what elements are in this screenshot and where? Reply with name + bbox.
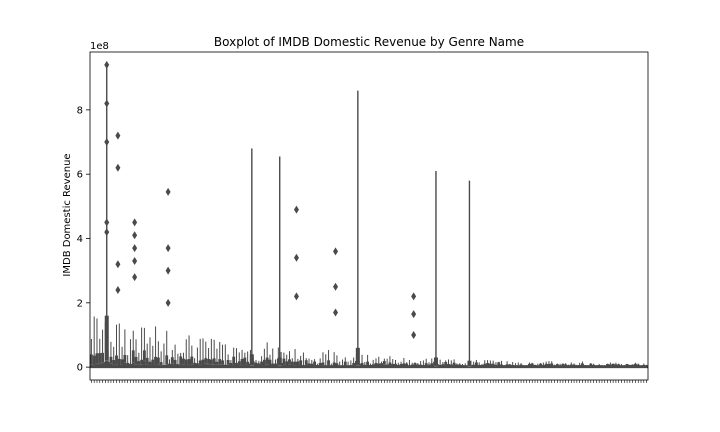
outlier-marker bbox=[115, 163, 121, 172]
box bbox=[98, 353, 102, 367]
outlier-marker bbox=[333, 308, 339, 317]
tall-box bbox=[249, 354, 254, 368]
outlier-marker bbox=[293, 253, 299, 262]
y-offset-label: 1e8 bbox=[90, 41, 109, 52]
tall-box bbox=[277, 357, 282, 368]
box bbox=[265, 357, 269, 367]
outlier-points bbox=[104, 60, 417, 339]
box bbox=[101, 352, 104, 367]
tall-box bbox=[433, 357, 438, 368]
box bbox=[156, 357, 160, 367]
outlier-marker bbox=[293, 292, 299, 301]
box bbox=[170, 357, 174, 367]
outlier-marker bbox=[411, 330, 417, 339]
outlier-marker bbox=[132, 244, 138, 253]
outlier-marker bbox=[165, 244, 171, 253]
tall-boxes bbox=[104, 64, 472, 368]
y-axis-label: IMDB Domestic Revenue bbox=[62, 153, 73, 276]
outlier-marker bbox=[104, 138, 110, 147]
box bbox=[95, 353, 99, 367]
tall-box bbox=[467, 360, 472, 368]
box bbox=[123, 354, 127, 367]
y-tick-label: 2 bbox=[77, 298, 83, 309]
box-series bbox=[89, 316, 649, 369]
tall-box bbox=[355, 347, 360, 368]
outlier-marker bbox=[333, 247, 339, 256]
outlier-marker bbox=[165, 298, 171, 307]
box bbox=[131, 350, 135, 367]
outlier-marker bbox=[411, 310, 417, 319]
outlier-marker bbox=[115, 285, 121, 294]
outlier-marker bbox=[104, 60, 110, 69]
outlier-marker bbox=[115, 260, 121, 269]
x-axis-ticks bbox=[91, 380, 647, 383]
box bbox=[212, 358, 216, 367]
y-tick-label: 6 bbox=[77, 170, 83, 181]
tall-box bbox=[104, 315, 109, 368]
outlier-marker bbox=[293, 205, 299, 214]
outlier-marker bbox=[104, 228, 110, 237]
box bbox=[204, 358, 208, 367]
box bbox=[207, 359, 210, 367]
outlier-marker bbox=[411, 292, 417, 301]
outlier-marker bbox=[104, 218, 110, 227]
y-axis-ticks: 0 2 4 6 8 bbox=[77, 105, 90, 374]
box bbox=[232, 356, 236, 367]
outlier-marker bbox=[132, 231, 138, 240]
y-tick-label: 8 bbox=[77, 105, 83, 116]
baseline-band bbox=[90, 365, 648, 369]
outlier-marker bbox=[104, 99, 110, 108]
y-tick-label: 4 bbox=[77, 234, 83, 245]
outlier-marker bbox=[333, 282, 339, 291]
chart-title: Boxplot of IMDB Domestic Revenue by Genr… bbox=[214, 35, 524, 49]
box bbox=[134, 356, 138, 367]
outlier-marker bbox=[132, 257, 138, 266]
y-tick-label: 0 bbox=[77, 363, 83, 374]
outlier-marker bbox=[165, 266, 171, 275]
box bbox=[142, 350, 146, 366]
outlier-marker bbox=[132, 273, 138, 282]
plot-frame bbox=[89, 51, 649, 381]
outlier-marker bbox=[132, 218, 138, 227]
outlier-marker bbox=[165, 187, 171, 196]
outlier-marker bbox=[115, 131, 121, 140]
box bbox=[109, 356, 113, 367]
